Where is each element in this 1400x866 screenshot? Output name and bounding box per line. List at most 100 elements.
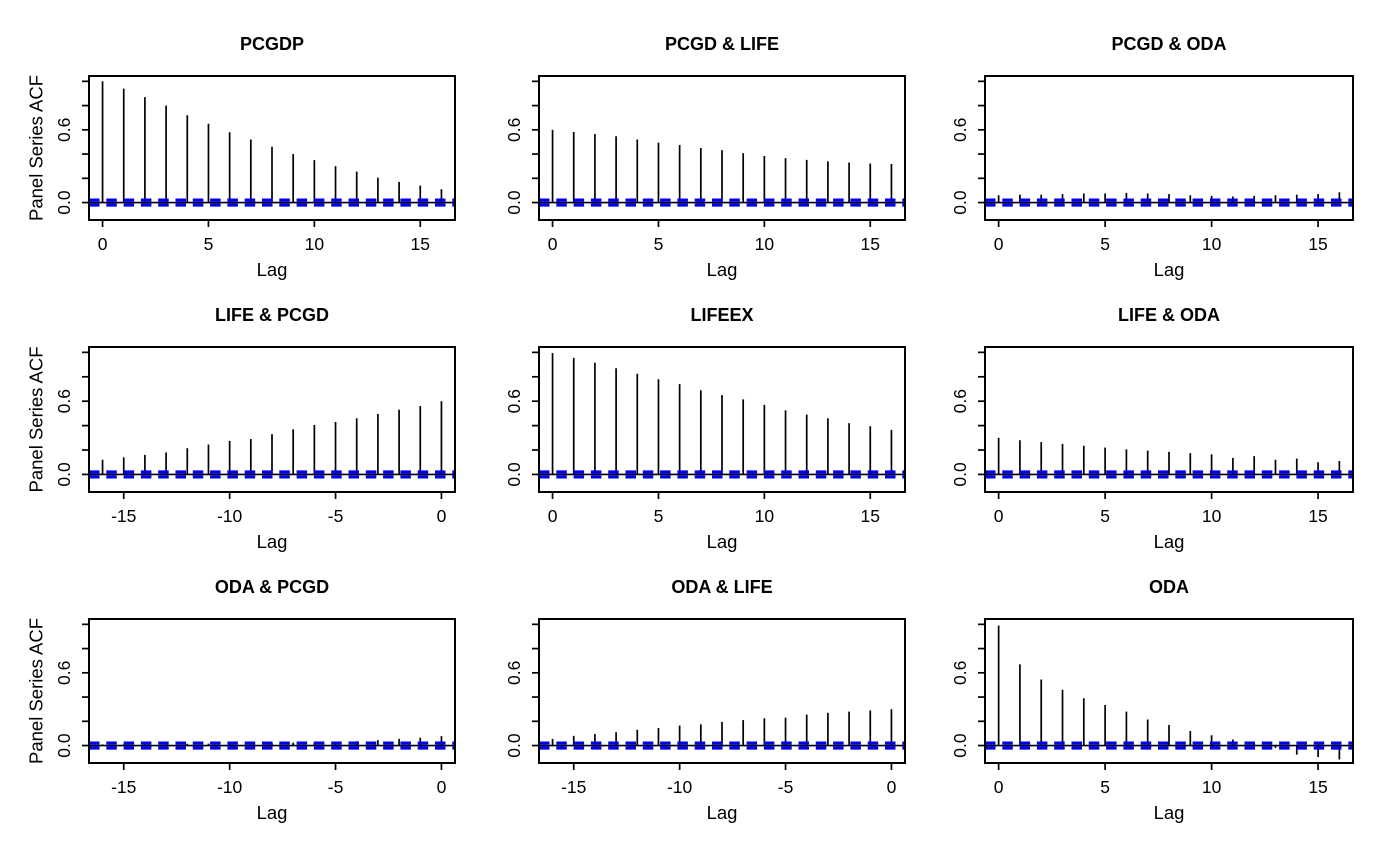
acf-spikes [551,129,893,203]
panel-title: LIFE & PCGD [215,305,329,325]
x-axis-label: Lag [707,802,738,823]
x-tick-label: -10 [217,506,243,526]
acf-spikes [101,81,443,203]
x-tick-label: -5 [778,777,794,797]
x-tick-label: 10 [1202,234,1222,254]
y-tick-label: 0.0 [504,733,524,758]
x-tick-label: 10 [755,234,775,254]
x-tick-label: 5 [654,506,664,526]
x-tick-label: 15 [861,506,880,526]
y-tick-label: 0.0 [54,190,74,215]
y-axis-ticks [82,623,89,747]
y-tick-label: 0.6 [54,118,74,142]
x-axis-label: Lag [257,802,288,823]
plot-box [984,618,1354,764]
x-axis-label: Lag [707,531,738,552]
x-tick-label: 10 [755,506,775,526]
x-tick-label: 15 [1308,234,1327,254]
x-axis-label: Lag [1154,802,1185,823]
x-axis-label: Lag [257,259,288,280]
plot-box [984,346,1354,493]
panel-title: LIFEEX [690,305,753,325]
x-tick-label: 10 [1202,777,1222,797]
y-tick-label: 0.0 [504,462,524,487]
plot-box [88,346,456,493]
plot-box [538,75,906,221]
y-axis-ticks [978,623,985,747]
y-tick-label: 0.6 [950,389,970,413]
x-tick-label: 10 [305,234,325,254]
x-tick-label: 5 [1100,506,1110,526]
y-axis-label: Panel Series ACF [26,75,47,221]
x-tick-label: -15 [561,777,586,797]
panel-title: PCGDP [240,34,304,54]
acf-spikes [997,437,1341,475]
acf-panel-7: 0.0 0.6 -15 -10 -5 0 ODA & PCGD Lag Panel Series… [26,577,456,823]
y-axis-label: Panel Series ACF [26,346,47,492]
x-tick-label: 0 [994,506,1004,526]
x-tick-label: 0 [437,777,447,797]
x-tick-label: 15 [1308,506,1327,526]
x-tick-label: 5 [654,234,664,254]
x-tick-label: -5 [328,777,344,797]
plot-box [538,618,906,764]
plot-box [88,75,456,221]
y-axis-ticks [532,623,539,747]
acf-spikes [997,625,1341,760]
y-axis-ticks [532,351,539,476]
x-tick-label: 5 [1100,777,1110,797]
x-axis-ticks [101,220,422,227]
y-axis-ticks [978,351,985,476]
x-tick-label: 0 [548,506,558,526]
x-tick-label: -15 [111,777,136,797]
x-tick-label: 0 [548,234,558,254]
y-tick-label: 0.0 [504,190,524,215]
plot-box [88,618,456,764]
x-axis-label: Lag [1154,259,1185,280]
y-tick-label: 0.6 [950,118,970,142]
y-tick-label: 0.6 [504,661,524,685]
y-tick-label: 0.0 [54,733,74,758]
x-axis-label: Lag [257,531,288,552]
y-tick-label: 0.0 [950,733,970,758]
y-axis-ticks [82,351,89,476]
acf-spikes [551,352,893,475]
acf-spikes [101,401,443,475]
acf-panel-2: 0.0 0.6 0 5 10 15 PCGD & LIFE Lag [504,34,906,280]
x-axis-ticks [122,492,443,499]
y-tick-label: 0.0 [54,462,74,487]
x-tick-label: 15 [1308,777,1327,797]
x-tick-label: 5 [204,234,214,254]
x-axis-ticks [551,220,872,227]
acf-panel-9: 0.0 0.6 0 5 10 15 ODA Lag [950,577,1354,823]
x-tick-label: 0 [994,777,1004,797]
panel-title: PCGD & ODA [1111,34,1226,54]
x-axis-ticks [997,492,1319,499]
y-tick-label: 0.6 [54,661,74,685]
x-tick-label: 5 [1100,234,1110,254]
x-tick-label: 0 [887,777,897,797]
y-axis-label: Panel Series ACF [26,618,47,764]
x-axis-ticks [572,763,893,770]
acf-panel-6: 0.0 0.6 0 5 10 15 LIFE & ODA Lag [950,305,1354,552]
x-axis-ticks [551,492,872,499]
x-tick-label: -5 [328,506,344,526]
x-tick-label: -15 [111,506,136,526]
acf-panel-5: 0.0 0.6 0 5 10 15 LIFEEX Lag [504,305,906,552]
x-tick-label: 0 [98,234,108,254]
panel-title: LIFE & ODA [1118,305,1220,325]
x-tick-label: 10 [1202,506,1222,526]
x-tick-label: 0 [994,234,1004,254]
x-tick-label: 15 [861,234,880,254]
acf-panel-8: 0.0 0.6 -15 -10 -5 0 ODA & LIFE Lag [504,577,906,823]
y-tick-label: 0.6 [504,118,524,142]
panel-title: ODA & PCGD [215,577,329,597]
x-tick-label: 15 [411,234,430,254]
panel-title: ODA [1149,577,1189,597]
acf-panel-3: 0.0 0.6 0 5 10 15 PCGD & ODA Lag [950,34,1354,280]
y-tick-label: 0.0 [950,462,970,487]
y-tick-label: 0.0 [950,190,970,215]
plot-box [984,75,1354,221]
